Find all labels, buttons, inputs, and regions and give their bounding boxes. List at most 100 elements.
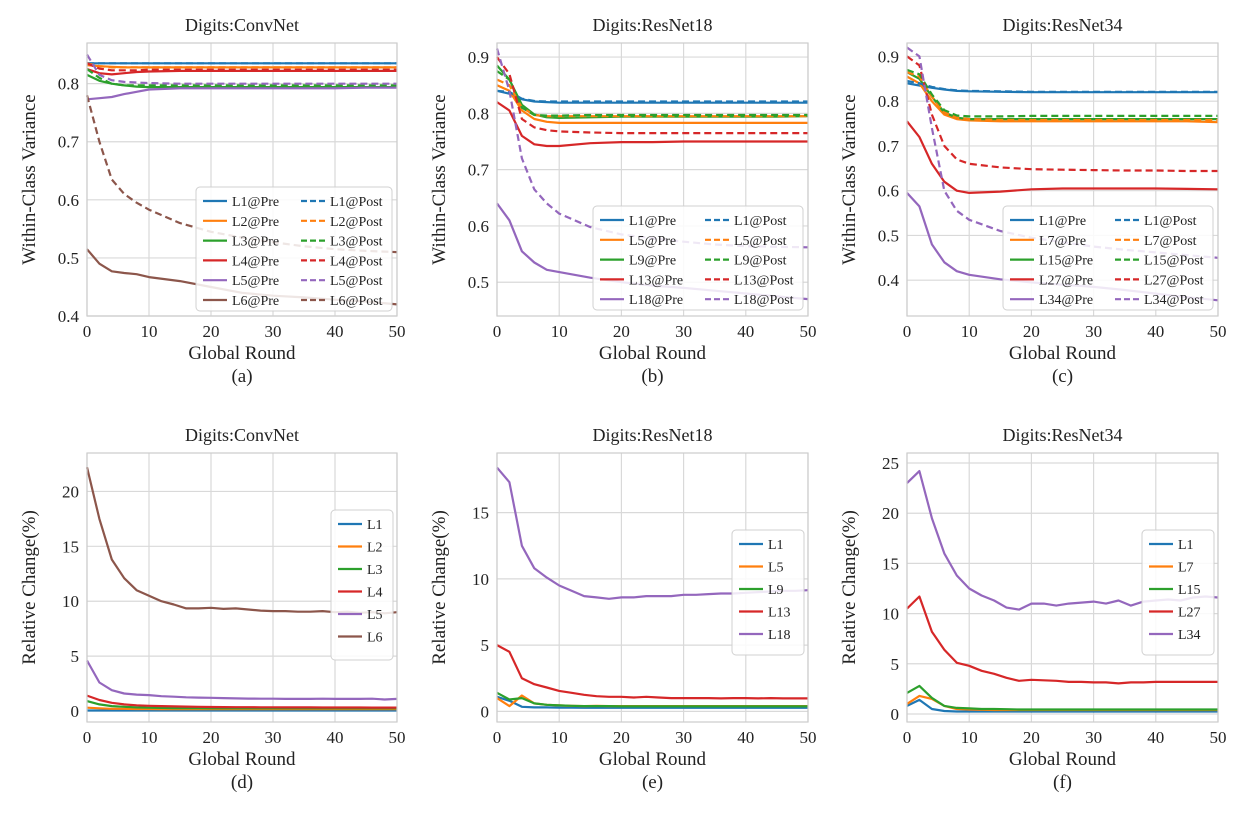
legend-label: L2@Pre xyxy=(232,215,279,230)
y-tick-label: 0.7 xyxy=(468,161,490,180)
panel-5: 0 10 20 30 40 50 0 5 10 15 Digits:ResNet18 Global R… xyxy=(429,425,817,793)
series-line-l1 xyxy=(906,698,1218,713)
x-tick-label: 30 xyxy=(675,322,692,341)
legend-label: L4@Post xyxy=(330,254,383,269)
y-tick-label: 0.9 xyxy=(468,48,489,67)
x-tick-label: 50 xyxy=(1210,322,1227,341)
x-tick-label: 10 xyxy=(551,322,568,341)
legend-label: L5@Pre xyxy=(629,234,676,249)
series-line-l5-pre xyxy=(86,86,397,101)
chart-title: Digits:ResNet34 xyxy=(1003,15,1123,35)
series-line-l5-post xyxy=(496,78,808,118)
y-tick-label: 0.7 xyxy=(878,137,900,156)
x-axis-label: Global Round xyxy=(599,343,707,364)
y-tick-label: 15 xyxy=(882,554,899,573)
x-tick-label: 40 xyxy=(737,728,754,747)
series-line-l2-post xyxy=(86,62,397,69)
y-tick-label: 0.5 xyxy=(58,249,79,268)
legend-label: L1@Pre xyxy=(1039,214,1086,229)
x-tick-label: 30 xyxy=(265,728,282,747)
x-tick-label: 0 xyxy=(83,728,92,747)
y-tick-label: 10 xyxy=(62,592,79,611)
series-line-l4-post xyxy=(86,62,397,72)
x-axis-label: Global Round xyxy=(188,749,296,770)
y-tick-label: 0 xyxy=(71,702,80,721)
series-line-l13-pre xyxy=(496,101,808,148)
x-tick-label: 20 xyxy=(613,322,630,341)
legend-label: L1 xyxy=(1178,538,1194,553)
x-tick-label: 50 xyxy=(389,322,406,341)
series-line-l13 xyxy=(496,644,808,700)
x-tick-label: 50 xyxy=(800,728,817,747)
series-group xyxy=(906,470,1219,713)
panel-3: 0 10 20 30 40 50 0.4 0.5 0.6 0.7 0.8 0.9 Digits:ResN… xyxy=(839,15,1227,387)
x-axis-label: Global Round xyxy=(599,749,707,770)
y-axis-label: Within-Class Variance xyxy=(19,94,40,264)
x-tick-label: 20 xyxy=(1023,728,1040,747)
plot-frame xyxy=(496,42,809,317)
x-tick-label: 10 xyxy=(141,728,158,747)
series-group xyxy=(85,467,398,712)
legend-label: L9@Post xyxy=(734,254,787,269)
chart-title: Digits:ResNet18 xyxy=(593,425,713,445)
legend-label: L1@Pre xyxy=(232,195,279,210)
y-tick-label: 0.9 xyxy=(878,47,899,66)
x-tick-label: 20 xyxy=(203,728,220,747)
x-tick-label: 50 xyxy=(1210,728,1227,747)
series-line-l15-post xyxy=(906,68,1218,118)
series-line-l27-post xyxy=(906,55,1218,173)
x-tick-label: 0 xyxy=(83,322,92,341)
y-tick-label: 0.6 xyxy=(58,191,79,210)
legend-label: L7@Post xyxy=(1144,234,1197,249)
series-line-l13-post xyxy=(496,56,808,135)
subfigure-caption: (c) xyxy=(1052,366,1073,387)
y-tick-label: 0.5 xyxy=(878,226,899,245)
legend-label: L5@Post xyxy=(330,274,383,289)
series-line-l3-post xyxy=(86,68,397,87)
legend-label: L4@Pre xyxy=(232,254,279,269)
chart-title: Digits:ResNet34 xyxy=(1003,425,1123,445)
chart-title: Digits:ConvNet xyxy=(185,425,299,445)
chart-title: Digits:ResNet18 xyxy=(593,15,713,35)
y-tick-label: 0.8 xyxy=(58,75,79,94)
x-tick-label: 50 xyxy=(389,728,406,747)
subfigure-caption: (e) xyxy=(642,772,663,793)
legend-label: L6 xyxy=(367,631,383,646)
legend-box xyxy=(1141,529,1215,656)
legend-label: L5@Post xyxy=(734,234,787,249)
legend: L1 L5 L9 L13 L18 xyxy=(731,529,805,656)
legend-label: L7 xyxy=(1178,561,1194,576)
x-tick-label: 40 xyxy=(327,322,344,341)
plot-frame xyxy=(906,452,1219,723)
panel-6: 0 10 20 30 40 50 0 5 10 15 20 25 Digits:ResNet34 Glob… xyxy=(839,425,1227,793)
x-tick-label: 0 xyxy=(493,728,502,747)
legend-label: L34 xyxy=(1178,628,1201,643)
plot-frame xyxy=(86,42,398,317)
legend-label: L15@Post xyxy=(1144,254,1204,269)
x-tick-label: 20 xyxy=(613,728,630,747)
legend: L1@Pre L5@Pre L9@Pre L13@Pre L18@Pre L1@Post L… xyxy=(592,205,804,311)
series-line-l5-pre xyxy=(496,84,808,125)
subfigure-caption: (f) xyxy=(1053,772,1072,793)
x-tick-label: 40 xyxy=(737,322,754,341)
subfigure-caption: (a) xyxy=(231,366,252,387)
x-axis-label: Global Round xyxy=(1009,749,1117,770)
legend-label: L3@Pre xyxy=(232,235,279,250)
legend-label: L18@Post xyxy=(734,293,794,308)
legend-label: L6@Post xyxy=(330,294,383,309)
legend-label: L2@Post xyxy=(330,215,383,230)
legend-label: L9@Pre xyxy=(629,254,676,269)
legend-label: L27 xyxy=(1178,606,1201,621)
legend-label: L3 xyxy=(367,563,383,578)
legend-label: L34@Post xyxy=(1144,293,1204,308)
y-tick-label: 0.4 xyxy=(878,271,900,290)
y-tick-label: 10 xyxy=(882,605,899,624)
series-group xyxy=(906,46,1219,302)
chart-title: Digits:ConvNet xyxy=(185,15,299,35)
y-tick-label: 0.8 xyxy=(468,104,489,123)
y-tick-label: 0.6 xyxy=(878,182,899,201)
x-tick-label: 40 xyxy=(1147,728,1164,747)
legend: L1 L7 L15 L27 L34 xyxy=(1141,529,1215,656)
legend-box xyxy=(731,529,805,656)
